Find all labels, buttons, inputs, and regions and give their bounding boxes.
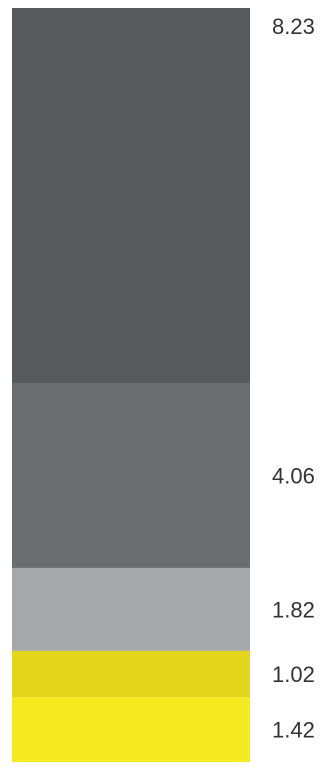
- bar-segment-1.82: [12, 567, 250, 651]
- segment-label-1.82: 1.82: [272, 597, 315, 622]
- bar-segments: [12, 8, 250, 762]
- bar-segment-1.42: [12, 697, 250, 762]
- segment-label-1.02: 1.02: [272, 662, 315, 687]
- segment-labels: 1.42 1.02 1.82 4.06 8.23: [272, 14, 315, 743]
- segment-label-4.06: 4.06: [272, 463, 315, 488]
- segment-label-8.23: 8.23: [272, 14, 315, 39]
- bar-segment-4.06: [12, 382, 250, 568]
- segment-label-1.42: 1.42: [272, 718, 315, 743]
- bar-segment-8.23: [12, 8, 250, 383]
- bar-segment-1.02: [12, 650, 250, 698]
